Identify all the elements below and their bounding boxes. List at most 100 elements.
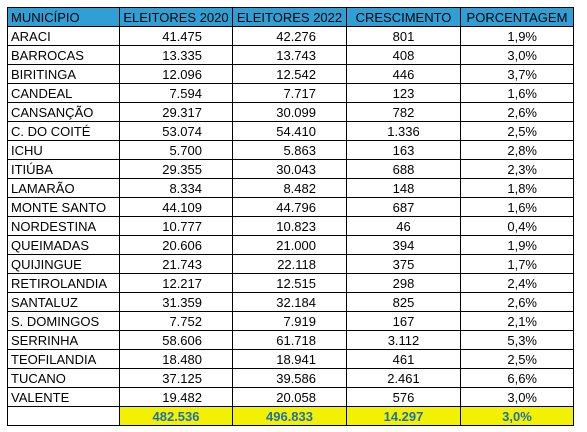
porcentagem-cell: 3,0% <box>460 387 574 407</box>
table-row: ARACI 41.475 42.276 801 1,9% <box>7 26 574 46</box>
municipio-cell: S. DOMINGOS <box>7 311 120 331</box>
municipio-cell: QUIJINGUE <box>7 254 120 274</box>
total-eleitores-2022: 496.833 <box>232 406 347 426</box>
table-body: ARACI 41.475 42.276 801 1,9% BARROCAS 13.335 13… <box>7 26 574 407</box>
eleitores-2022-cell: 39.586 <box>232 368 347 388</box>
eleitores-2022-cell: 5.863 <box>232 140 347 160</box>
porcentagem-cell: 1,8% <box>460 178 574 198</box>
municipio-cell: VALENTE <box>7 387 120 407</box>
eleitores-2020-cell: 31.359 <box>119 292 233 312</box>
municipio-cell: SERRINHA <box>7 330 120 350</box>
eleitores-2022-cell: 42.276 <box>232 26 347 46</box>
porcentagem-cell: 1,7% <box>460 254 574 274</box>
crescimento-cell: 825 <box>346 292 461 312</box>
eleitores-2020-cell: 20.606 <box>119 235 233 255</box>
table-row: CANSANÇÃO 29.317 30.099 782 2,6% <box>7 102 574 122</box>
header-municipio: MUNICÍPIO <box>7 7 120 27</box>
table-row: NORDESTINA 10.777 10.823 46 0,4% <box>7 216 574 236</box>
crescimento-cell: 687 <box>346 197 461 217</box>
eleitores-2022-cell: 61.718 <box>232 330 347 350</box>
municipio-cell: BIRITINGA <box>7 64 120 84</box>
table-row: TUCANO 37.125 39.586 2.461 6,6% <box>7 368 574 388</box>
voters-table: MUNICÍPIO ELEITORES 2020 ELEITORES 2022 … <box>7 7 574 426</box>
table-row: SERRINHA 58.606 61.718 3.112 5,3% <box>7 330 574 350</box>
crescimento-cell: 446 <box>346 64 461 84</box>
crescimento-cell: 688 <box>346 159 461 179</box>
eleitores-2022-cell: 12.542 <box>232 64 347 84</box>
municipio-cell: TUCANO <box>7 368 120 388</box>
eleitores-2020-cell: 58.606 <box>119 330 233 350</box>
eleitores-2022-cell: 44.796 <box>232 197 347 217</box>
eleitores-2020-cell: 12.217 <box>119 273 233 293</box>
header-eleitores-2020: ELEITORES 2020 <box>119 7 233 27</box>
table-row: MONTE SANTO 44.109 44.796 687 1,6% <box>7 197 574 217</box>
municipio-cell: BARROCAS <box>7 45 120 65</box>
eleitores-2020-cell: 18.480 <box>119 349 233 369</box>
eleitores-2022-cell: 32.184 <box>232 292 347 312</box>
eleitores-2020-cell: 12.096 <box>119 64 233 84</box>
porcentagem-cell: 1,6% <box>460 197 574 217</box>
table-row: RETIROLANDIA 12.217 12.515 298 2,4% <box>7 273 574 293</box>
eleitores-2022-cell: 13.743 <box>232 45 347 65</box>
crescimento-cell: 375 <box>346 254 461 274</box>
municipio-cell: QUEIMADAS <box>7 235 120 255</box>
crescimento-cell: 123 <box>346 83 461 103</box>
crescimento-cell: 148 <box>346 178 461 198</box>
crescimento-cell: 298 <box>346 273 461 293</box>
eleitores-2020-cell: 21.743 <box>119 254 233 274</box>
eleitores-2022-cell: 7.717 <box>232 83 347 103</box>
eleitores-2022-cell: 21.000 <box>232 235 347 255</box>
eleitores-2020-cell: 29.317 <box>119 102 233 122</box>
table-row: ICHU 5.700 5.863 163 2,8% <box>7 140 574 160</box>
eleitores-2020-cell: 10.777 <box>119 216 233 236</box>
eleitores-2020-cell: 19.482 <box>119 387 233 407</box>
crescimento-cell: 163 <box>346 140 461 160</box>
municipio-cell: ITIÚBA <box>7 159 120 179</box>
header-eleitores-2022: ELEITORES 2022 <box>232 7 347 27</box>
porcentagem-cell: 2,1% <box>460 311 574 331</box>
table-row: S. DOMINGOS 7.752 7.919 167 2,1% <box>7 311 574 331</box>
municipio-cell: C. DO COITÉ <box>7 121 120 141</box>
porcentagem-cell: 2,6% <box>460 292 574 312</box>
header-porcentagem: PORCENTAGEM <box>460 7 574 27</box>
crescimento-cell: 461 <box>346 349 461 369</box>
table-row: C. DO COITÉ 53.074 54.410 1.336 2,5% <box>7 121 574 141</box>
total-eleitores-2020: 482.536 <box>119 406 233 426</box>
total-porcentagem: 3,0% <box>460 406 574 426</box>
table-row: ITIÚBA 29.355 30.043 688 2,3% <box>7 159 574 179</box>
eleitores-2022-cell: 8.482 <box>232 178 347 198</box>
crescimento-cell: 2.461 <box>346 368 461 388</box>
crescimento-cell: 1.336 <box>346 121 461 141</box>
porcentagem-cell: 0,4% <box>460 216 574 236</box>
eleitores-2022-cell: 22.118 <box>232 254 347 274</box>
eleitores-2022-cell: 20.058 <box>232 387 347 407</box>
table-row: LAMARÃO 8.334 8.482 148 1,8% <box>7 178 574 198</box>
municipio-cell: CANSANÇÃO <box>7 102 120 122</box>
eleitores-2020-cell: 44.109 <box>119 197 233 217</box>
eleitores-2022-cell: 18.941 <box>232 349 347 369</box>
porcentagem-cell: 2,5% <box>460 121 574 141</box>
eleitores-2022-cell: 54.410 <box>232 121 347 141</box>
porcentagem-cell: 2,8% <box>460 140 574 160</box>
municipio-cell: NORDESTINA <box>7 216 120 236</box>
porcentagem-cell: 5,3% <box>460 330 574 350</box>
porcentagem-cell: 1,6% <box>460 83 574 103</box>
table-row: BIRITINGA 12.096 12.542 446 3,7% <box>7 64 574 84</box>
municipio-cell: CANDEAL <box>7 83 120 103</box>
municipio-cell: ARACI <box>7 26 120 46</box>
eleitores-2020-cell: 53.074 <box>119 121 233 141</box>
table-row: QUEIMADAS 20.606 21.000 394 1,9% <box>7 235 574 255</box>
porcentagem-cell: 6,6% <box>460 368 574 388</box>
municipio-cell: MONTE SANTO <box>7 197 120 217</box>
eleitores-2022-cell: 7.919 <box>232 311 347 331</box>
crescimento-cell: 394 <box>346 235 461 255</box>
crescimento-cell: 782 <box>346 102 461 122</box>
crescimento-cell: 408 <box>346 45 461 65</box>
eleitores-2020-cell: 7.594 <box>119 83 233 103</box>
table-row: QUIJINGUE 21.743 22.118 375 1,7% <box>7 254 574 274</box>
eleitores-2020-cell: 13.335 <box>119 45 233 65</box>
header-row: MUNICÍPIO ELEITORES 2020 ELEITORES 2022 … <box>7 7 574 27</box>
porcentagem-cell: 2,4% <box>460 273 574 293</box>
eleitores-2020-cell: 37.125 <box>119 368 233 388</box>
header-crescimento: CRESCIMENTO <box>346 7 461 27</box>
